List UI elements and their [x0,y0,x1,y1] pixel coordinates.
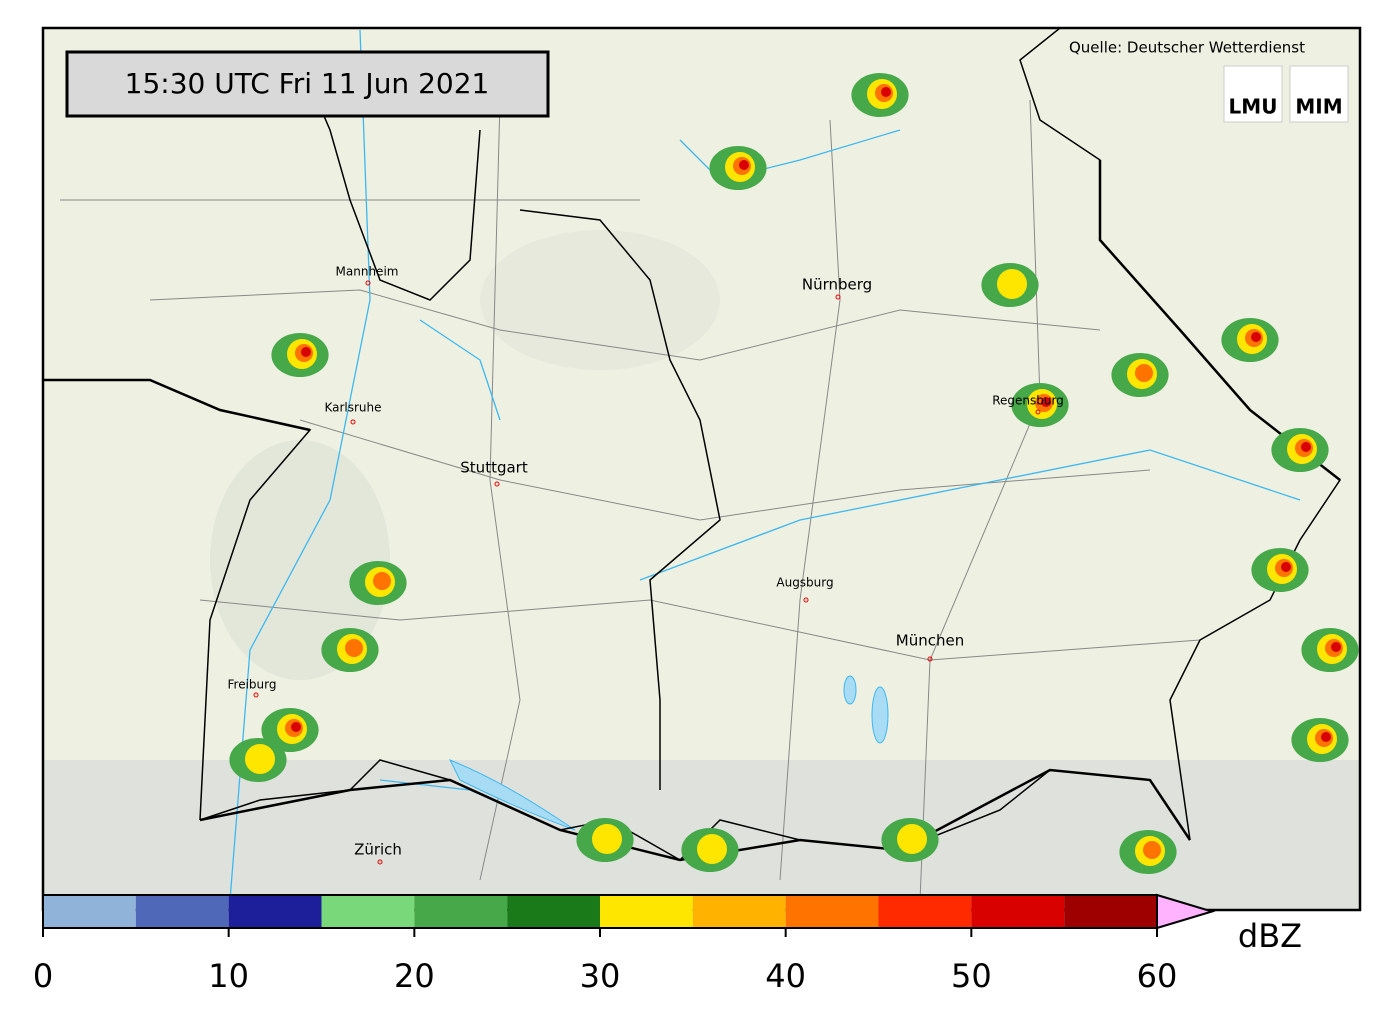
colorbar-tick-label: 20 [394,957,435,995]
colorbar-segment [43,895,136,928]
timestamp-box [65,50,550,118]
radar-echo [592,824,622,854]
colorbar-segment [971,895,1065,928]
radar-echo [1281,562,1291,572]
radar-echo [345,639,363,657]
logo-box [1223,65,1283,123]
colorbar-tick-label: 40 [765,957,806,995]
city-label: Zürich [354,841,402,859]
radar-echo [373,572,391,590]
city-dot [927,656,933,662]
source: Quelle: Deutscher Wetterdienst [1069,39,1305,57]
colorbar-tick-label: 60 [1137,957,1178,995]
logo-box [1289,65,1349,123]
city-dot [377,859,383,865]
radar-echo [245,744,275,774]
city-label: Freiburg [228,678,277,692]
radar-echo [1041,397,1051,407]
city-dot [494,481,500,487]
radar-echo [997,269,1027,299]
colorbar-segment [135,895,229,928]
colorbar-tick-label: 30 [580,957,621,995]
radar-echo [1251,332,1261,342]
radar-echo [897,824,927,854]
colorbar-segment [321,895,415,928]
radar-echo [881,87,891,97]
city-dot [350,419,356,425]
map-area: Mannheim Nürnberg Karlsruhe Stuttgart Regens… [43,28,1360,910]
colorbar-segment [878,895,972,928]
city-label: Regensburg [992,394,1064,408]
colorbar-segment [507,895,600,928]
timestamp: 15:30 UTC Fri 11 Jun 2021 [125,67,490,100]
colorbar-label: dBZ [1238,917,1302,955]
logo: MIM [1295,95,1342,119]
radar-echo [1143,841,1161,859]
colorbar-segment [600,895,693,928]
colorbar: 0 10 20 30 40 50 60 [33,893,1216,995]
city-dot [253,692,259,698]
city-label: München [896,632,964,650]
colorbar-segment [228,895,322,928]
radar-echo [697,834,727,864]
radar-echo [291,722,301,732]
radar-echo [1301,442,1311,452]
city-dot [365,280,371,286]
colorbar-segment [692,895,786,928]
radar-echo [1135,364,1153,382]
radar-echo [1331,642,1341,652]
colorbar-tick-label: 50 [951,957,992,995]
radar-echo [739,160,749,170]
colorbar-segment [785,895,879,928]
city-label: Augsburg [776,576,833,590]
city-dot [835,294,841,300]
colorbar-tick-label: 0 [33,957,53,995]
colorbar-segment [414,895,508,928]
city-dot [1035,409,1041,415]
city-label: Mannheim [336,265,399,279]
colorbar-tick-label: 10 [208,957,249,995]
logo: LMU [1229,95,1278,119]
radar-echo [301,347,311,357]
city-label: Stuttgart [460,459,528,477]
city-label: Karlsruhe [324,401,381,415]
colorbar-segment [1064,895,1157,928]
radar-echo [1321,732,1331,742]
city-label: Nürnberg [802,276,872,294]
city-dot [803,597,809,603]
